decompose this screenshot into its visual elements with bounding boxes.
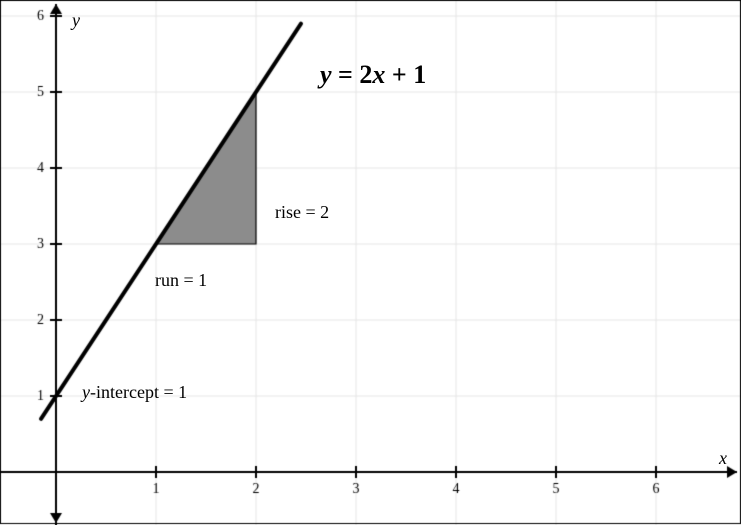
equation-label: y = 2x + 1 xyxy=(320,60,426,90)
x-axis-label: x xyxy=(719,448,727,469)
y-axis-label: y xyxy=(72,10,80,31)
y-intercept-label: y-intercept = 1 xyxy=(82,382,187,403)
rise-label: rise = 2 xyxy=(275,202,329,223)
run-label: run = 1 xyxy=(155,270,207,291)
